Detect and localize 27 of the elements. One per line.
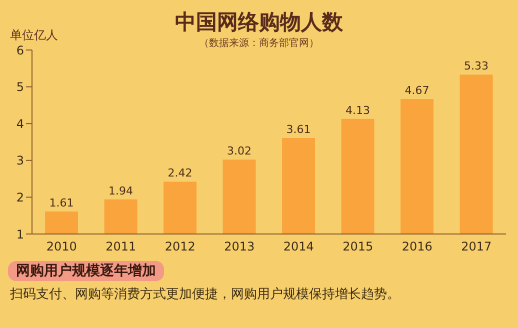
- data-label: 3.02: [227, 144, 252, 158]
- y-tick-label: 2: [16, 190, 24, 204]
- x-tick-label: 2011: [106, 240, 136, 254]
- x-tick-label: 2013: [224, 240, 255, 254]
- y-tick-label: 4: [16, 116, 24, 131]
- x-tick-label: 2017: [461, 240, 492, 254]
- data-label: 4.13: [346, 104, 370, 117]
- text: 扫码支付、网购等消费方式更加便捷，网购用户规模保持增长趋势。: [10, 286, 400, 303]
- y-tick-label: 1: [16, 227, 24, 242]
- x-tick-label: 2010: [46, 240, 77, 254]
- data-label: 5.33: [464, 60, 489, 73]
- data-label: 1.61: [49, 196, 74, 210]
- x-tick-label: 2015: [342, 240, 374, 254]
- y-tick-label: 3: [16, 154, 24, 168]
- data-label: 1.94: [108, 184, 134, 198]
- data-label: 3.61: [286, 122, 311, 136]
- chart-title: 中国网络购物人数: [175, 10, 343, 34]
- x-tick-label: 2014: [283, 240, 314, 254]
- text: 网购用户规模逐年增加: [8, 261, 164, 281]
- y-tick-label: 5: [16, 80, 24, 94]
- x-tick-label: 2016: [402, 240, 432, 254]
- data-label: 2.42: [168, 166, 192, 180]
- chart-subtitle: （数据来源：商务部官网）: [199, 38, 319, 49]
- x-tick-label: 2012: [164, 240, 196, 254]
- data-label: 4.67: [404, 84, 430, 97]
- y-axis-title: 单位亿人: [10, 27, 58, 44]
- y-tick-label: 6: [16, 43, 24, 58]
